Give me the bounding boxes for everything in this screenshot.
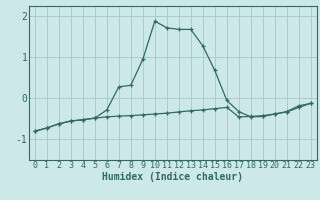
X-axis label: Humidex (Indice chaleur): Humidex (Indice chaleur): [102, 172, 243, 182]
